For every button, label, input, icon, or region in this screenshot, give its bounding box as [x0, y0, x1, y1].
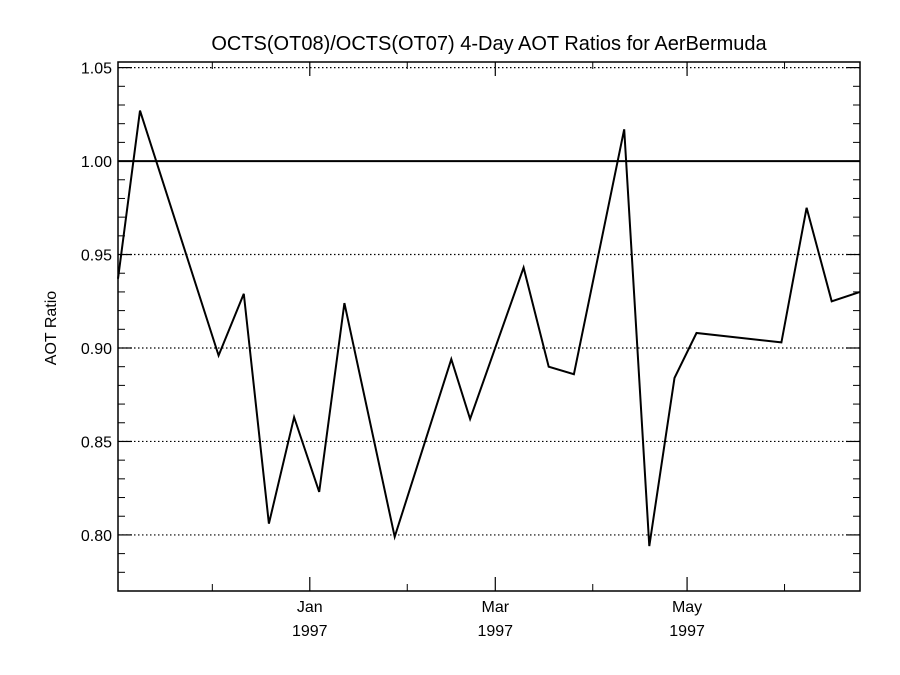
y-tick-label: 0.85	[81, 434, 112, 451]
x-tick-label-year: 1997	[669, 623, 705, 640]
x-tick-label-month: Jan	[297, 599, 323, 616]
grid-lines	[118, 67, 860, 536]
y-tick-label: 1.05	[81, 61, 112, 78]
tick-labels: 0.80 0.85 0.90 0.95 1.00 1.05 Jan 1997 Mar 1997 Ma…	[81, 61, 705, 640]
y-tick-label: 1.00	[81, 154, 112, 171]
x-tick-label-month: Mar	[482, 599, 510, 616]
y-tick-label: 0.80	[81, 528, 112, 545]
y-axis-label: AOT Ratio	[43, 291, 60, 366]
x-tick-label-year: 1997	[477, 623, 513, 640]
chart-title: OCTS(OT08)/OCTS(OT07) 4-Day AOT Ratios f…	[211, 33, 767, 55]
plot-frame	[117, 61, 861, 592]
axis-ticks	[118, 62, 860, 592]
y-tick-label: 0.90	[81, 341, 112, 358]
y-tick-label: 0.95	[81, 248, 112, 265]
series-group	[117, 110, 861, 547]
x-tick-label-month: May	[672, 599, 702, 616]
series-line	[117, 110, 861, 547]
x-tick-label-year: 1997	[292, 623, 328, 640]
